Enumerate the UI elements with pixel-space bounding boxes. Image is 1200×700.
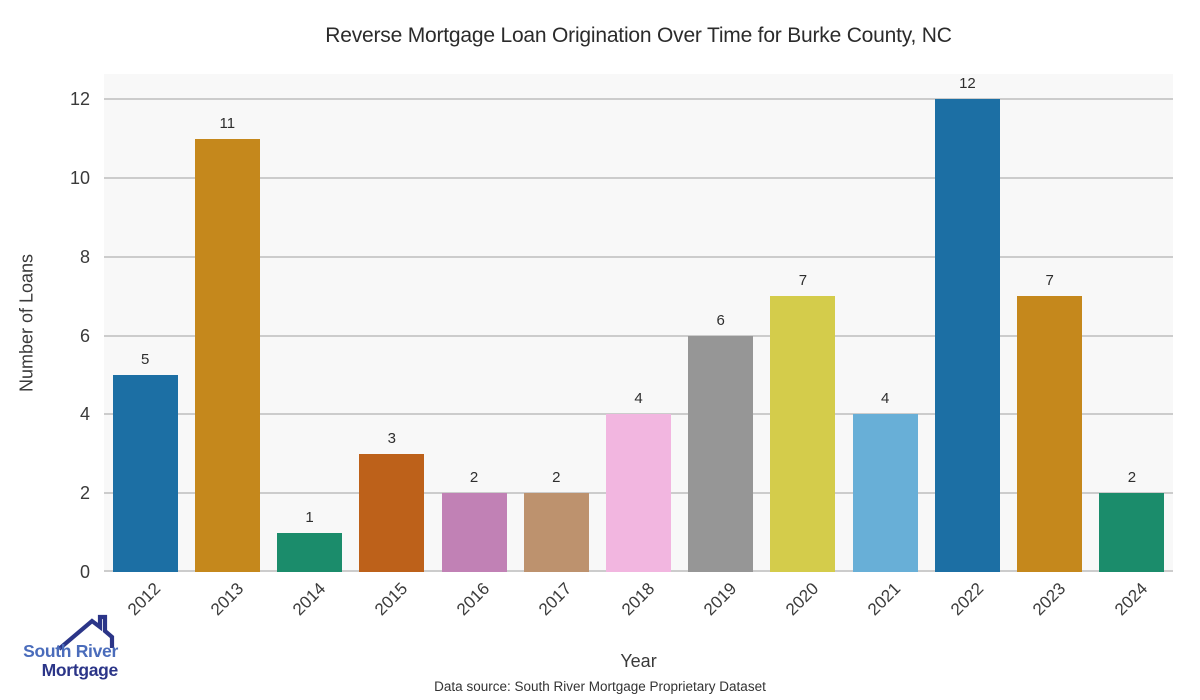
gridline-y-6	[104, 334, 1173, 337]
bar-value-label-2016: 2	[469, 469, 479, 486]
gridline-y-10	[104, 177, 1173, 179]
gridline-y-8	[104, 255, 1173, 258]
bar-value-label-2024: 2	[1127, 469, 1137, 486]
y-tick-label-8: 8	[79, 246, 90, 267]
bar-2019	[688, 336, 753, 572]
bar-value-label-2020: 7	[798, 272, 808, 289]
bar-2016	[442, 493, 507, 572]
bar-value-label-2023: 7	[1045, 272, 1054, 289]
y-tick-label-2: 2	[79, 483, 90, 504]
bar-2018	[606, 414, 671, 572]
y-tick-label-4: 4	[79, 404, 90, 425]
bar-2021	[853, 414, 918, 572]
bar-2023	[1017, 296, 1082, 572]
bar-value-label-2012: 5	[140, 351, 150, 368]
logo-text-line1: South River	[23, 641, 118, 661]
bar-2012	[113, 375, 178, 572]
bar-value-label-2015: 3	[387, 430, 396, 447]
gridline-y-12	[104, 98, 1173, 101]
bar-2017	[524, 493, 589, 572]
x-axis-label: Year	[620, 651, 657, 671]
bar-2020	[770, 296, 835, 572]
bar-value-label-2018: 4	[634, 390, 643, 407]
house-roof-icon	[57, 614, 115, 651]
bar-value-label-2014: 1	[305, 509, 314, 526]
bar-value-label-2019: 6	[716, 312, 725, 329]
y-axis-label: Number of Loans	[16, 253, 37, 393]
y-tick-label-6: 6	[79, 325, 90, 346]
data-source-note: Data source: South River Mortgage Propri…	[434, 679, 766, 694]
bar-2015	[359, 454, 424, 572]
bar-value-label-2013: 11	[219, 115, 236, 132]
south-river-mortgage-logo: South River Mortgage	[14, 612, 124, 684]
plot-area: 5 11 1 3 2 2 4 6 7 4 12 7 2	[104, 74, 1173, 572]
bar-2024	[1099, 493, 1164, 572]
bar-value-label-2017: 2	[552, 469, 561, 486]
logo-text-line2: Mortgage	[41, 660, 119, 680]
bar-value-label-2021: 4	[881, 390, 890, 407]
y-tick-label-0: 0	[79, 562, 90, 582]
y-tick-label-12: 12	[69, 89, 90, 110]
chart-title: Reverse Mortgage Loan Origination Over T…	[325, 24, 952, 47]
bar-value-label-2022: 12	[959, 75, 976, 92]
y-tick-label-10: 10	[69, 168, 90, 188]
bar-2022	[935, 99, 1000, 572]
bar-2014	[277, 533, 342, 572]
bar-2013	[195, 139, 260, 572]
